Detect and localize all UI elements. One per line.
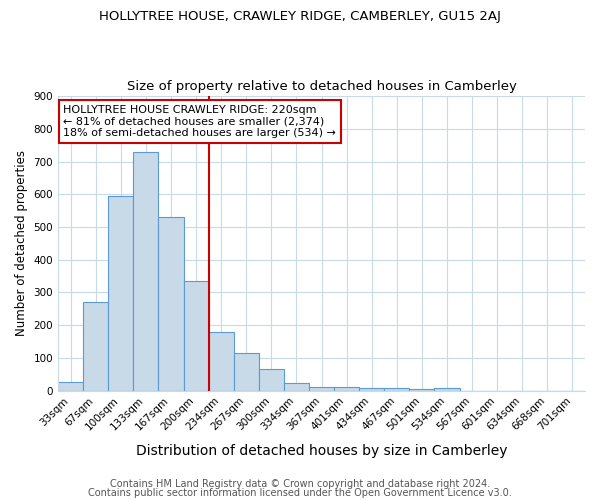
Bar: [409, 389, 434, 390]
Text: Contains public sector information licensed under the Open Government Licence v3: Contains public sector information licen…: [88, 488, 512, 498]
Bar: [209, 332, 233, 390]
Title: Size of property relative to detached houses in Camberley: Size of property relative to detached ho…: [127, 80, 517, 94]
Bar: [384, 388, 409, 390]
Bar: [284, 384, 309, 390]
Bar: [133, 152, 158, 390]
Bar: [58, 382, 83, 390]
Bar: [83, 302, 108, 390]
Bar: [233, 353, 259, 391]
Text: HOLLYTREE HOUSE, CRAWLEY RIDGE, CAMBERLEY, GU15 2AJ: HOLLYTREE HOUSE, CRAWLEY RIDGE, CAMBERLE…: [99, 10, 501, 23]
Text: Contains HM Land Registry data © Crown copyright and database right 2024.: Contains HM Land Registry data © Crown c…: [110, 479, 490, 489]
Text: HOLLYTREE HOUSE CRAWLEY RIDGE: 220sqm
← 81% of detached houses are smaller (2,37: HOLLYTREE HOUSE CRAWLEY RIDGE: 220sqm ← …: [64, 105, 336, 138]
Bar: [309, 386, 334, 390]
Bar: [158, 217, 184, 390]
Bar: [259, 370, 284, 390]
Bar: [434, 388, 460, 390]
X-axis label: Distribution of detached houses by size in Camberley: Distribution of detached houses by size …: [136, 444, 507, 458]
Bar: [359, 388, 384, 390]
Y-axis label: Number of detached properties: Number of detached properties: [15, 150, 28, 336]
Bar: [334, 386, 359, 390]
Bar: [108, 196, 133, 390]
Bar: [184, 281, 209, 390]
